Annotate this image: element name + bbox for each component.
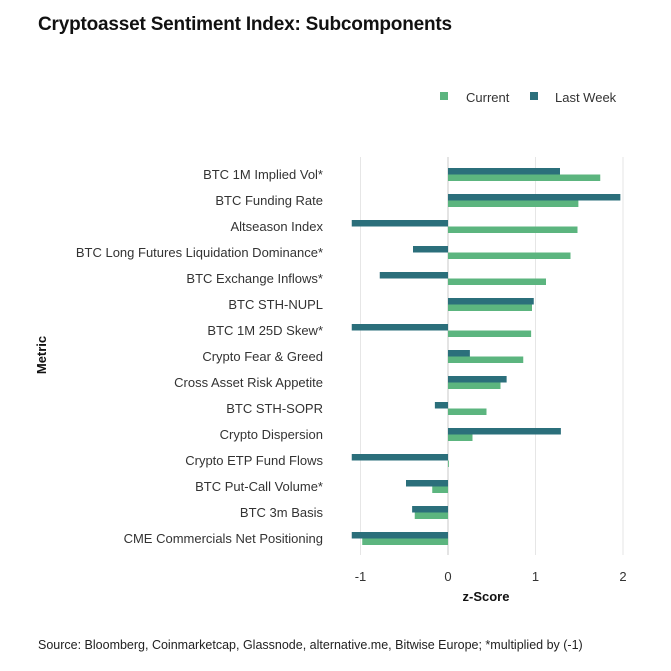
bar-current bbox=[448, 174, 601, 181]
bar-current bbox=[448, 460, 449, 467]
category-label: BTC Exchange Inflows* bbox=[186, 271, 323, 286]
x-tick-label: 2 bbox=[619, 569, 626, 584]
category-label: BTC Put-Call Volume* bbox=[195, 479, 323, 494]
chart-title: Cryptoasset Sentiment Index: Subcomponen… bbox=[38, 14, 452, 35]
bar-last-week bbox=[406, 480, 448, 487]
legend-label-current: Current bbox=[466, 90, 510, 105]
category-label: Crypto ETP Fund Flows bbox=[185, 453, 323, 468]
bar-current bbox=[432, 486, 448, 493]
category-label: BTC STH-SOPR bbox=[226, 401, 323, 416]
bar-last-week bbox=[448, 428, 561, 435]
bar-current bbox=[448, 330, 532, 337]
legend-swatch-current bbox=[440, 92, 448, 100]
category-labels: BTC 1M Implied Vol* BTC Funding Rate Altse… bbox=[76, 167, 324, 546]
bar-last-week bbox=[448, 298, 534, 305]
category-label: Cross Asset Risk Appetite bbox=[174, 375, 323, 390]
x-tick-label: 0 bbox=[444, 569, 451, 584]
category-label: CME Commercials Net Positioning bbox=[124, 531, 323, 546]
legend-label-last-week: Last Week bbox=[555, 90, 617, 105]
bar-last-week bbox=[448, 350, 470, 357]
bar-last-week bbox=[351, 532, 448, 539]
legend-swatch-last-week bbox=[530, 92, 538, 100]
bar-last-week bbox=[448, 194, 621, 201]
category-label: BTC 3m Basis bbox=[240, 505, 324, 520]
y-axis-title: Metric bbox=[34, 336, 49, 374]
category-label: Crypto Dispersion bbox=[220, 427, 323, 442]
x-tick-label: 1 bbox=[532, 569, 539, 584]
bar-current bbox=[448, 356, 524, 363]
bar-current bbox=[448, 226, 578, 233]
bars bbox=[351, 168, 621, 545]
grid-lines bbox=[360, 157, 624, 555]
bar-last-week bbox=[413, 246, 448, 253]
bar-current bbox=[448, 252, 571, 259]
bar-current bbox=[448, 278, 546, 285]
bar-current bbox=[448, 200, 579, 207]
bar-last-week bbox=[351, 454, 448, 461]
bar-last-week bbox=[448, 376, 507, 383]
bar-last-week bbox=[379, 272, 448, 279]
bar-current bbox=[448, 408, 487, 415]
category-label: Altseason Index bbox=[230, 219, 323, 234]
bar-current bbox=[448, 382, 501, 389]
bar-last-week bbox=[434, 402, 448, 409]
category-label: BTC Funding Rate bbox=[215, 193, 323, 208]
bar-current bbox=[414, 512, 448, 519]
bar-current bbox=[448, 434, 473, 441]
bar-current bbox=[448, 304, 532, 311]
bar-last-week bbox=[448, 168, 560, 175]
bar-last-week bbox=[412, 506, 448, 513]
category-label: Crypto Fear & Greed bbox=[202, 349, 323, 364]
x-tick-labels: -1 0 1 2 bbox=[355, 569, 627, 584]
bar-last-week bbox=[351, 220, 448, 227]
x-axis-title: z-Score bbox=[463, 589, 510, 604]
source-note: Source: Bloomberg, Coinmarketcap, Glassn… bbox=[38, 638, 583, 652]
category-label: BTC Long Futures Liquidation Dominance* bbox=[76, 245, 323, 260]
bar-current bbox=[362, 538, 448, 545]
category-label: BTC 1M Implied Vol* bbox=[203, 167, 323, 182]
legend: Current Last Week bbox=[440, 90, 617, 105]
x-tick-label: -1 bbox=[355, 569, 367, 584]
bar-last-week bbox=[351, 324, 448, 331]
category-label: BTC STH-NUPL bbox=[228, 297, 323, 312]
category-label: BTC 1M 25D Skew* bbox=[207, 323, 323, 338]
